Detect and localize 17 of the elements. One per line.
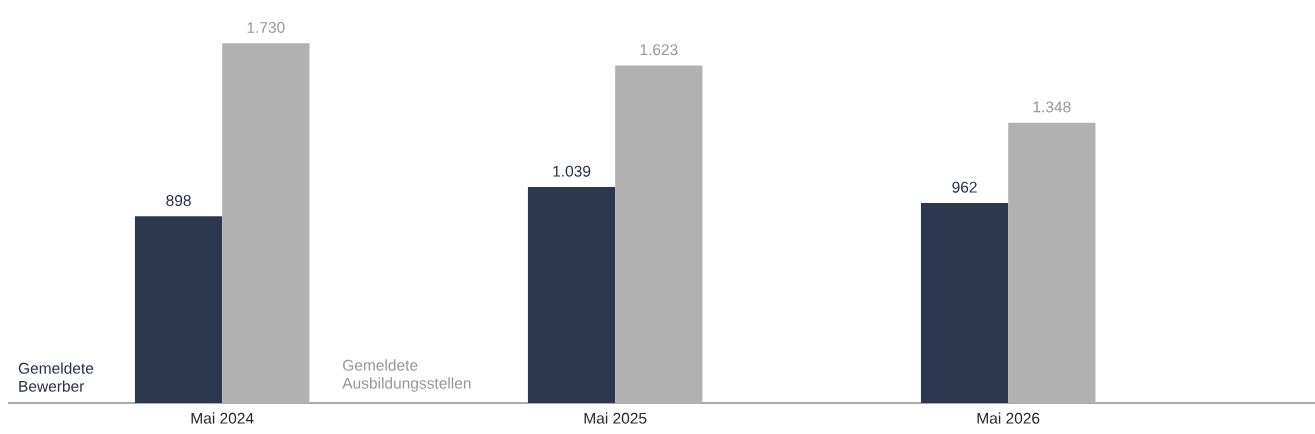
bar [527, 186, 616, 403]
data-label: 1.623 [640, 44, 678, 56]
bar [920, 202, 1009, 403]
bar [134, 216, 223, 403]
data-label: 1.730 [247, 21, 285, 33]
bar [222, 43, 310, 403]
data-label: 1.039 [553, 165, 591, 177]
x-tick-label: Mai 2025 [584, 412, 647, 424]
x-tick-label: Mai 2026 [977, 412, 1040, 424]
data-label: 1.348 [1033, 101, 1071, 113]
data-label: 962 [952, 181, 977, 193]
bar [1008, 122, 1096, 403]
text: Gemeldete Ausbildungsstellen [342, 359, 471, 392]
data-label: 898 [166, 195, 191, 207]
x-tick-label: Mai 2024 [191, 412, 254, 424]
bar [615, 65, 703, 403]
text: Gemeldete Bewerber [18, 362, 94, 392]
